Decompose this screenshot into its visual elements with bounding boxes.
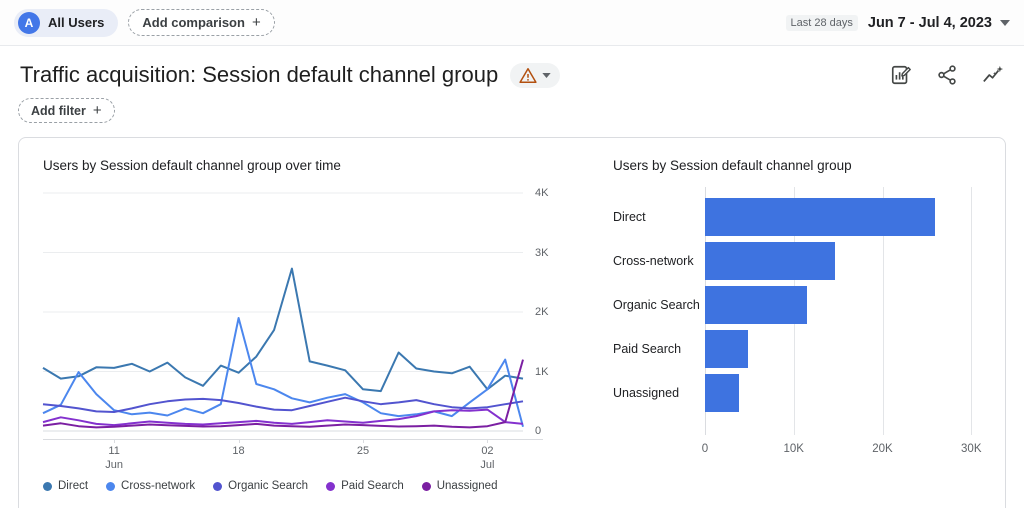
legend-item-unassigned: Unassigned	[421, 480, 498, 492]
legend-dot	[213, 481, 223, 491]
legend-item-paid-search: Paid Search	[326, 480, 404, 492]
y-axis-label-2K: 2K	[535, 306, 549, 318]
y-axis-label-3K: 3K	[535, 246, 549, 259]
y-axis-label-0: 0	[535, 425, 542, 437]
legend-label: Unassigned	[436, 480, 498, 492]
chevron-down-icon	[1000, 19, 1010, 26]
plus-icon: +	[92, 102, 102, 119]
customize-report-icon[interactable]	[890, 64, 912, 86]
legend-dot	[421, 481, 431, 491]
y-axis-label-1K: 1K	[535, 365, 549, 378]
data-quality-badge[interactable]	[510, 62, 561, 88]
x-axis-label-25: 25	[356, 445, 370, 457]
category-label-cross-network: Cross-network	[613, 254, 694, 268]
all-users-label: All Users	[48, 15, 105, 30]
line-series-organic-search[interactable]	[42, 396, 524, 413]
x-axis-label-02-Jul: 02 Jul	[480, 445, 495, 471]
traffic-acquisition-card: Users by Session default channel group o…	[18, 137, 1006, 508]
legend-item-direct: Direct	[43, 480, 88, 492]
audience-avatar: A	[18, 11, 40, 34]
bar-chart-title: Users by Session default channel group	[613, 158, 852, 173]
category-label-unassigned: Unassigned	[613, 386, 680, 400]
chevron-down-icon	[542, 72, 551, 78]
legend-label: Direct	[58, 480, 89, 492]
bar-organic-search[interactable]	[705, 286, 808, 324]
line-series-direct[interactable]	[42, 267, 524, 393]
comparison-toolbar: A All Users Add comparison + Last 28 day…	[0, 0, 1024, 46]
page-title: Traffic acquisition: Session default cha…	[20, 62, 499, 87]
x-axis-tick	[114, 439, 116, 443]
date-range-hint: Last 28 days	[785, 14, 858, 31]
bar-x-axis-label-10K: 10K	[783, 443, 804, 455]
warning-icon	[519, 67, 537, 83]
line-series-unassigned[interactable]	[42, 359, 524, 429]
x-axis-tick	[238, 439, 240, 443]
bar-gridline-30K	[971, 187, 973, 435]
line-chart-legend: Direct Cross-network Organic Search Paid Se…	[43, 480, 567, 492]
line-chart-plot-area[interactable]: 0 1K 2K 3K 4K	[42, 187, 567, 437]
bar-gridline-20K	[882, 187, 884, 435]
bar-x-axis-label-0: 0	[701, 443, 709, 455]
bar-chart-category-labels: Direct Cross-network Organic Search Paid Se…	[613, 195, 705, 457]
legend-dot	[326, 481, 336, 491]
x-axis-tick	[363, 439, 364, 443]
line-series-cross-network[interactable]	[42, 317, 524, 428]
bar-paid-search[interactable]	[705, 330, 748, 368]
y-axis-label-4K: 4K	[535, 187, 549, 199]
legend-item-organic-search: Organic Search	[213, 480, 308, 492]
legend-dot	[43, 481, 52, 491]
category-label-organic-search: Organic Search	[613, 298, 700, 312]
bar-x-axis-label-20K: 20K	[872, 443, 893, 455]
bar-unassigned[interactable]	[705, 374, 739, 412]
line-chart-title: Users by Session default channel group o…	[43, 158, 341, 173]
add-filter-label: Add filter	[31, 103, 86, 118]
bar-direct[interactable]	[705, 198, 935, 236]
bar-cross-network[interactable]	[705, 242, 836, 280]
date-range-value: Jun 7 - Jul 4, 2023	[867, 14, 992, 31]
legend-label: Paid Search	[341, 480, 404, 492]
date-range-selector[interactable]: Jun 7 - Jul 4, 2023	[868, 15, 1010, 31]
x-axis-label-18: 18	[232, 445, 245, 457]
plus-icon: +	[251, 14, 261, 31]
legend-dot	[106, 481, 116, 491]
line-chart-x-axis: 11 Jun 18 25 02 Jul	[43, 439, 543, 471]
share-icon[interactable]	[936, 64, 958, 86]
add-comparison-label: Add comparison	[142, 15, 245, 30]
bar-chart-plot-area	[705, 187, 1005, 435]
all-users-pill[interactable]: A All Users	[14, 8, 119, 37]
users-over-time-panel: Users by Session default channel group o…	[42, 158, 567, 508]
insights-icon[interactable]	[982, 64, 1004, 86]
bar-chart-x-axis: 0 10K 20K 30K	[701, 443, 1005, 457]
x-axis-label-11-Jun: 11 Jun	[105, 445, 123, 471]
category-label-paid-search: Paid Search	[613, 342, 682, 356]
category-label-direct: Direct	[613, 210, 646, 224]
report-header: Traffic acquisition: Session default cha…	[0, 46, 1024, 88]
legend-label: Organic Search	[228, 480, 309, 492]
bar-x-axis-label-30K: 30K	[961, 443, 982, 455]
add-comparison-button[interactable]: Add comparison +	[128, 9, 275, 36]
legend-item-cross-network: Cross-network	[106, 480, 195, 492]
x-axis-tick	[487, 439, 489, 443]
add-filter-button[interactable]: Add filter +	[18, 98, 115, 123]
legend-label: Cross-network	[121, 480, 196, 492]
line-series-paid-search[interactable]	[42, 408, 524, 427]
users-by-channel-panel: Users by Session default channel group D…	[613, 158, 1005, 508]
